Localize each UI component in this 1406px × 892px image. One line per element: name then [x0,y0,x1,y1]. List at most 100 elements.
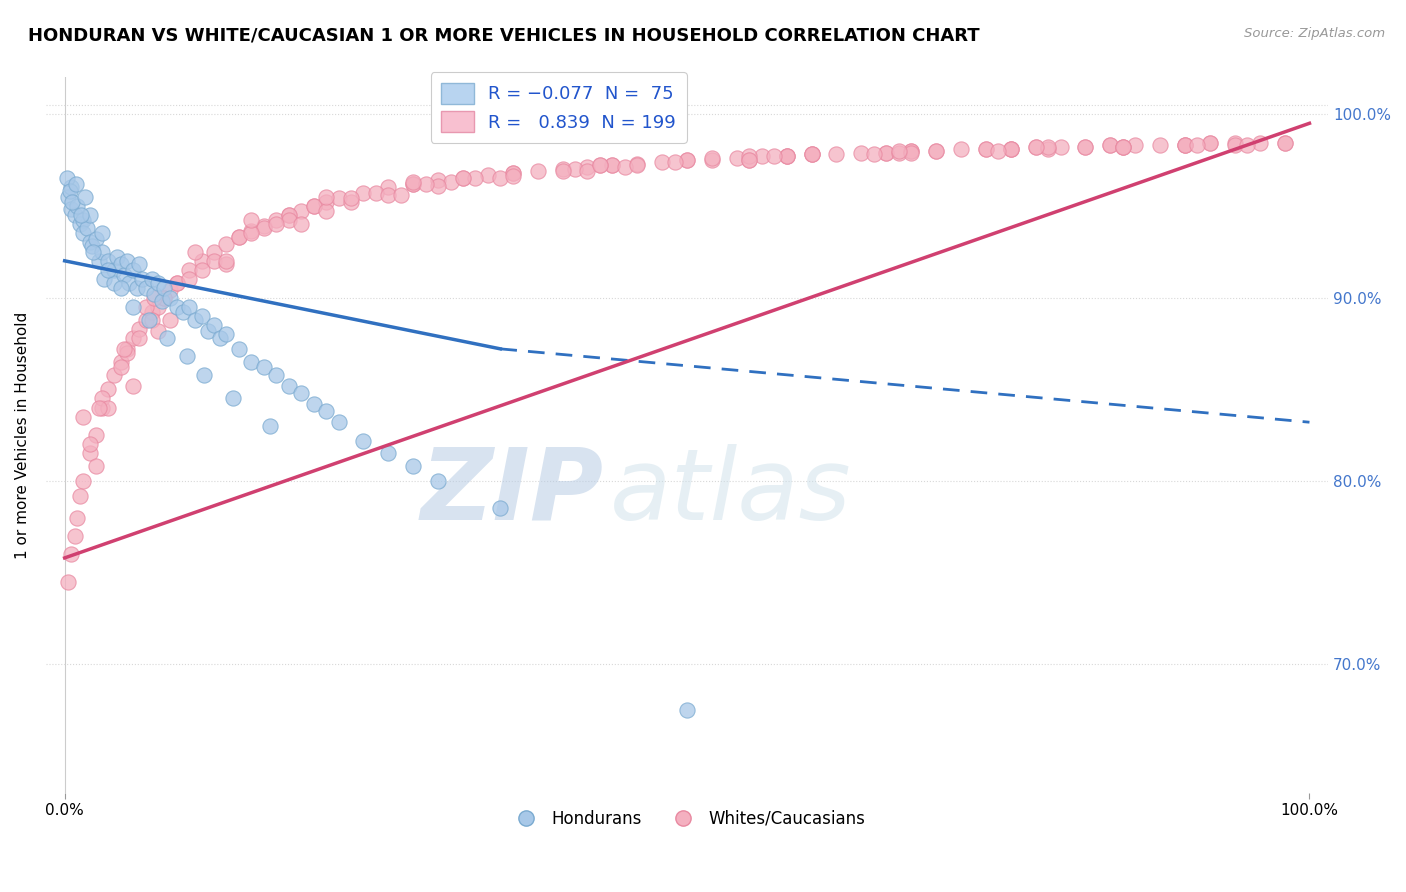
Point [576,161,599,175]
Point [1199,136,1222,151]
Point [190,263,212,277]
Point [84,459,107,474]
Point [79,208,101,222]
Point [93,272,115,286]
Point [159,283,181,297]
Point [58,574,80,589]
Point [222,392,245,406]
Point [66,510,89,524]
Point [69,208,91,222]
Point [115,345,138,359]
Point [190,253,212,268]
Point [159,291,181,305]
Point [91,392,114,406]
Point [215,237,238,252]
Point [738,149,761,163]
Text: atlas: atlas [610,443,852,541]
Point [477,168,499,182]
Point [202,318,225,332]
Point [253,360,276,375]
Point [122,378,145,392]
Point [91,244,114,259]
Point [153,281,176,295]
Point [240,225,263,239]
Point [427,474,450,488]
Legend: Hondurans, Whites/Caucasians: Hondurans, Whites/Caucasians [502,803,872,834]
Point [900,144,922,158]
Point [1174,138,1197,153]
Point [253,219,276,233]
Point [402,177,425,191]
Point [1000,142,1022,156]
Point [763,149,786,163]
Point [439,175,461,189]
Point [135,281,157,295]
Point [489,501,512,516]
Point [277,208,299,222]
Point [402,459,425,474]
Point [112,268,135,283]
Point [576,164,599,178]
Point [72,213,94,227]
Point [377,446,399,460]
Point [328,192,350,206]
Point [738,153,761,167]
Point [775,149,797,163]
Point [166,276,188,290]
Text: Source: ZipAtlas.com: Source: ZipAtlas.com [1244,27,1385,40]
Point [228,342,250,356]
Point [141,305,163,319]
Point [197,324,219,338]
Point [103,263,125,277]
Point [89,253,111,268]
Point [775,149,797,163]
Point [79,446,101,460]
Point [377,180,399,194]
Point [110,281,132,295]
Point [302,199,325,213]
Point [63,208,86,222]
Point [128,321,150,335]
Point [146,300,169,314]
Point [63,529,86,543]
Point [1099,138,1122,153]
Point [489,171,512,186]
Point [1274,136,1296,151]
Point [110,360,132,375]
Point [502,166,524,180]
Point [60,195,83,210]
Point [118,276,141,290]
Point [122,263,145,277]
Point [240,213,263,227]
Point [58,189,80,203]
Point [402,177,425,191]
Point [122,331,145,345]
Point [290,385,312,400]
Point [115,253,138,268]
Text: HONDURAN VS WHITE/CAUCASIAN 1 OR MORE VEHICLES IN HOUSEHOLD CORRELATION CHART: HONDURAN VS WHITE/CAUCASIAN 1 OR MORE VE… [28,27,980,45]
Point [800,147,823,161]
Point [97,382,120,396]
Point [551,162,574,177]
Point [700,151,723,165]
Point [676,153,699,167]
Point [315,204,337,219]
Point [340,192,363,206]
Point [91,401,114,415]
Point [66,199,89,213]
Point [1000,142,1022,156]
Point [153,291,176,305]
Point [502,169,524,184]
Point [215,258,238,272]
Point [1123,138,1146,153]
Point [1174,138,1197,153]
Point [202,253,225,268]
Point [215,327,238,342]
Point [862,147,884,161]
Point [315,404,337,418]
Point [110,258,132,272]
Point [79,235,101,250]
Point [277,213,299,227]
Point [209,331,232,345]
Point [97,401,120,415]
